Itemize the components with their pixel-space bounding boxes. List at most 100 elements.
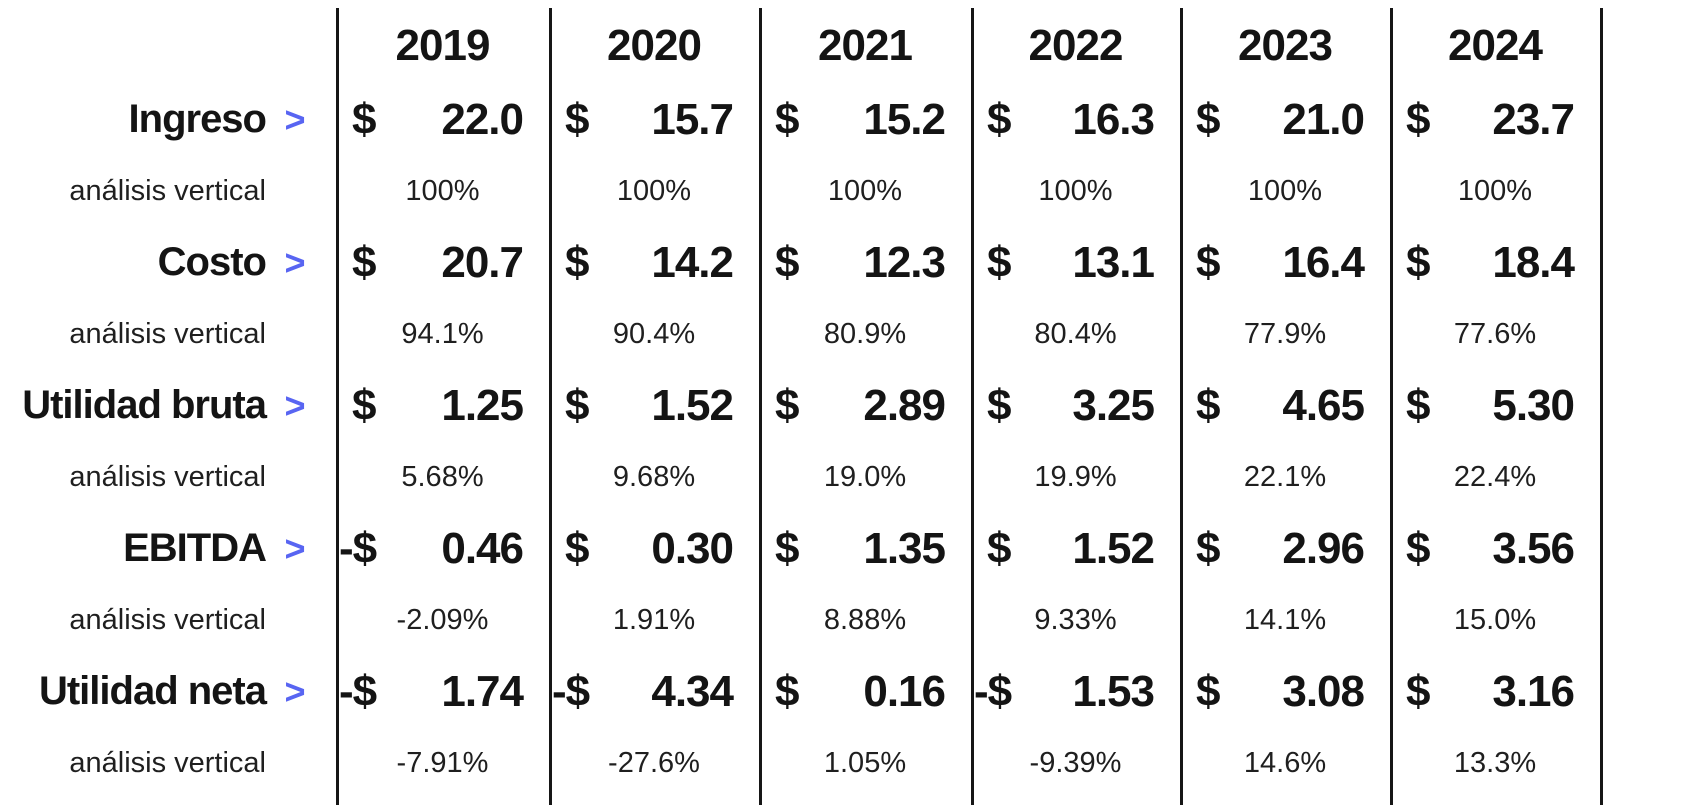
vertical-analysis-value: 80.9% — [823, 317, 907, 350]
money-value-cell: -$ 1.74 — [336, 656, 549, 728]
year-header: 2022 — [1028, 21, 1124, 70]
money-amount: 1.25 — [441, 380, 524, 430]
chevron-icon: > — [284, 98, 306, 140]
row-label: EBITDA — [123, 526, 267, 571]
currency-sign: $ — [565, 237, 590, 287]
money-amount: 1.52 — [1072, 523, 1155, 573]
row-label-cell: Utilidad neta > — [0, 656, 336, 728]
money-value-cell: $1.52 — [971, 513, 1180, 585]
analysis-label-cell: análisis vertical> — [0, 156, 336, 228]
currency-sign: $ — [565, 523, 590, 573]
money-amount: 0.16 — [863, 666, 946, 716]
currency-sign: -$ — [974, 666, 1012, 716]
year-header: 2021 — [818, 21, 913, 70]
corner-cell — [0, 8, 336, 84]
currency-sign: $ — [352, 380, 377, 430]
money-amount: 13.1 — [1072, 237, 1155, 287]
money-value-cell: -$ 4.34 — [549, 656, 759, 728]
currency-sign: $ — [352, 237, 377, 287]
vertical-analysis-value: 14.6% — [1243, 746, 1327, 779]
vertical-analysis-value: 94.1% — [401, 317, 484, 350]
analysis-label: análisis vertical — [69, 746, 266, 779]
money-amount: 16.3 — [1072, 94, 1155, 144]
column-divider-line — [971, 8, 974, 805]
vertical-analysis-value: 100% — [405, 174, 480, 207]
money-amount: 15.2 — [863, 94, 946, 144]
money-amount: 4.65 — [1282, 380, 1365, 430]
vertical-analysis-value: 100% — [1457, 174, 1533, 207]
currency-sign: -$ — [552, 666, 590, 716]
vertical-analysis-value: 9.33% — [1034, 603, 1117, 636]
analysis-label-cell: análisis vertical> — [0, 728, 336, 800]
row-label-cell: EBITDA > — [0, 513, 336, 585]
money-value-cell: $16.3 — [971, 84, 1180, 156]
currency-sign: $ — [987, 380, 1012, 430]
money-amount: 21.0 — [1282, 94, 1365, 144]
analysis-label: análisis vertical — [69, 317, 266, 350]
money-value-cell: $0.16 — [759, 656, 971, 728]
vertical-analysis-value: 90.4% — [612, 317, 696, 350]
money-value-cell: $12.3 — [759, 227, 971, 299]
money-amount: 2.96 — [1282, 523, 1365, 573]
currency-sign: $ — [565, 94, 590, 144]
vertical-analysis-value: -9.39% — [1029, 746, 1122, 779]
currency-sign: $ — [1196, 523, 1221, 573]
vertical-analysis-value: -7.91% — [396, 746, 489, 779]
year-header: 2024 — [1448, 21, 1543, 70]
column-divider-line — [1180, 8, 1183, 805]
vertical-analysis-value: 22.4% — [1453, 460, 1537, 493]
vertical-analysis-value: 1.91% — [612, 603, 696, 636]
money-value-cell: $5.30 — [1390, 370, 1600, 442]
vertical-analysis-value: 100% — [1247, 174, 1323, 207]
vertical-analysis-value: 80.4% — [1034, 317, 1117, 350]
currency-sign: $ — [987, 94, 1012, 144]
money-amount: 14.2 — [651, 237, 734, 287]
vertical-analysis-value: 14.1% — [1243, 603, 1327, 636]
vertical-analysis-value: 19.0% — [823, 460, 907, 493]
money-amount: 5.30 — [1492, 380, 1575, 430]
money-value-cell: $23.7 — [1390, 84, 1600, 156]
vertical-analysis-value: 1.05% — [823, 746, 907, 779]
year-header: 2020 — [607, 21, 702, 70]
currency-sign: $ — [775, 94, 800, 144]
money-value-cell: $3.08 — [1180, 656, 1390, 728]
currency-sign: -$ — [339, 666, 377, 716]
money-value-cell: $15.2 — [759, 84, 971, 156]
money-value-cell: $13.1 — [971, 227, 1180, 299]
money-value-cell: $1.35 — [759, 513, 971, 585]
vertical-analysis-value: -27.6% — [608, 746, 700, 779]
money-amount: 3.25 — [1072, 380, 1155, 430]
currency-sign: $ — [1406, 523, 1431, 573]
money-amount: 22.0 — [441, 94, 524, 144]
chevron-icon: > — [284, 527, 306, 569]
vertical-analysis-value: 100% — [1038, 174, 1113, 207]
money-value-cell: $15.7 — [549, 84, 759, 156]
column-divider-line — [336, 8, 339, 805]
currency-sign: $ — [775, 666, 800, 716]
currency-sign: $ — [987, 237, 1012, 287]
money-amount: 1.53 — [1072, 666, 1155, 716]
vertical-analysis-value: 100% — [616, 174, 692, 207]
currency-sign: $ — [775, 523, 800, 573]
money-value-cell: $2.96 — [1180, 513, 1390, 585]
analysis-label-cell: análisis vertical> — [0, 299, 336, 371]
row-label: Utilidad neta — [38, 669, 267, 714]
currency-sign: -$ — [339, 523, 377, 573]
money-value-cell: $18.4 — [1390, 227, 1600, 299]
column-divider-line — [1390, 8, 1393, 805]
money-amount: 4.34 — [651, 666, 734, 716]
chevron-icon: > — [284, 384, 306, 426]
currency-sign: $ — [1406, 94, 1431, 144]
row-label: Costo — [157, 240, 267, 285]
currency-sign: $ — [775, 237, 800, 287]
money-amount: 15.7 — [651, 94, 734, 144]
vertical-analysis-value: 15.0% — [1453, 603, 1537, 636]
analysis-label: análisis vertical — [69, 174, 266, 207]
analysis-label: análisis vertical — [69, 603, 266, 636]
money-value-cell: $1.52 — [549, 370, 759, 442]
analysis-label-cell: análisis vertical> — [0, 442, 336, 514]
money-value-cell: $4.65 — [1180, 370, 1390, 442]
money-value-cell: -$ 0.46 — [336, 513, 549, 585]
vertical-analysis-value: 19.9% — [1034, 460, 1117, 493]
